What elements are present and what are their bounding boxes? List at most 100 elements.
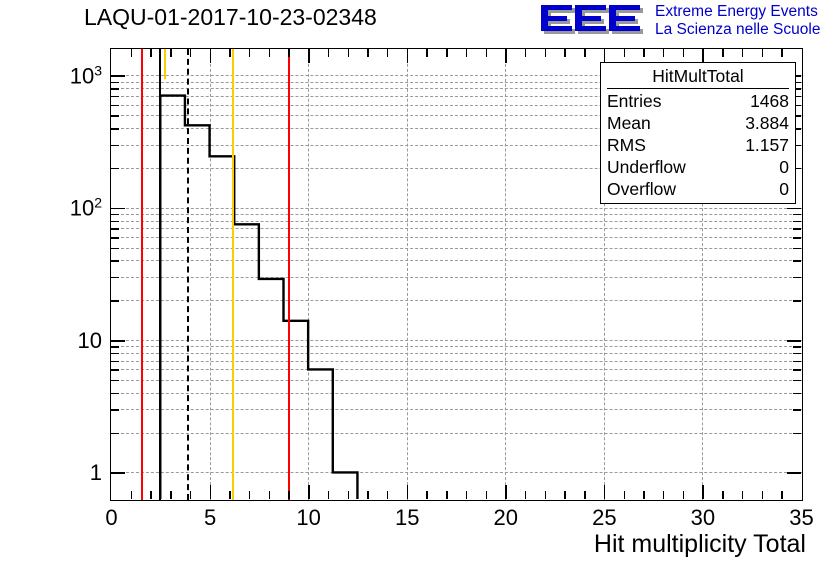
grid-line-horizontal bbox=[111, 220, 802, 222]
stats-value: 0 bbox=[779, 157, 789, 177]
stats-key: Mean bbox=[607, 113, 651, 133]
y-tick-right-30 bbox=[793, 276, 801, 279]
x-tick-top-23 bbox=[564, 49, 566, 57]
grid-line-horizontal bbox=[111, 392, 802, 394]
y-tick-10 bbox=[111, 340, 125, 342]
x-axis-title: Hit multiplicity Total bbox=[593, 530, 806, 558]
x-tick-31 bbox=[722, 491, 724, 499]
y-tick-right-90 bbox=[793, 213, 801, 216]
y-tick-9 bbox=[111, 346, 119, 348]
grid-line-horizontal bbox=[111, 247, 802, 249]
grid-line-vertical bbox=[505, 49, 507, 500]
x-tick-top-21 bbox=[525, 49, 527, 57]
x-tick-29 bbox=[682, 491, 685, 499]
y-tick-right-3 bbox=[793, 409, 801, 411]
stats-row: Mean 3.884 bbox=[607, 112, 789, 134]
marker-line-red-left bbox=[140, 49, 143, 500]
x-tick-top-4 bbox=[189, 49, 192, 57]
grid-line-vertical bbox=[406, 49, 408, 500]
y-tick-50 bbox=[111, 247, 119, 250]
stats-key: Entries bbox=[607, 91, 662, 111]
x-tick-6 bbox=[229, 491, 231, 499]
grid-line-vertical bbox=[308, 49, 310, 500]
x-tick-top-25 bbox=[603, 49, 606, 63]
stats-value: 1468 bbox=[750, 91, 789, 111]
x-tick-top-26 bbox=[623, 49, 625, 57]
y-tick-6 bbox=[111, 369, 119, 371]
x-tick-13 bbox=[367, 491, 369, 499]
stats-value: 3.884 bbox=[745, 113, 789, 133]
page-title: LAQU-01-2017-10-23-02348 bbox=[84, 4, 377, 30]
x-tick-top-11 bbox=[327, 49, 330, 57]
x-tick-23 bbox=[564, 491, 566, 499]
x-tick-top-13 bbox=[367, 49, 369, 57]
y-tick-7 bbox=[111, 360, 119, 362]
y-tick-right-2 bbox=[793, 432, 801, 434]
y-tick-8 bbox=[111, 352, 119, 355]
marker-line-yellow-right bbox=[231, 49, 234, 500]
y-tick-900 bbox=[111, 81, 119, 83]
y-tick-right-80 bbox=[793, 220, 801, 222]
y-tick-label-10^3: 103 bbox=[69, 62, 102, 89]
x-tick-top-22 bbox=[544, 49, 547, 57]
y-tick-right-6 bbox=[793, 369, 801, 371]
x-tick-label-20: 20 bbox=[493, 505, 519, 530]
x-tick-top-32 bbox=[741, 49, 744, 57]
x-tick-34 bbox=[781, 491, 783, 499]
y-tick-500 bbox=[111, 115, 119, 117]
x-tick-top-7 bbox=[249, 49, 251, 57]
grid-line-horizontal bbox=[111, 300, 802, 302]
stats-row: Underflow 0 bbox=[607, 156, 789, 178]
y-tick-right-20 bbox=[793, 300, 801, 302]
stats-row: Entries 1468 bbox=[607, 90, 789, 112]
grid-line-horizontal bbox=[111, 276, 802, 278]
grid-line-horizontal bbox=[111, 213, 802, 215]
stats-rows: Entries 1468 Mean 3.884 RMS 1.157 Underflow 0 Ov… bbox=[607, 90, 789, 200]
x-tick-top-28 bbox=[663, 49, 665, 57]
y-tick-right-300 bbox=[793, 144, 801, 147]
grid-line-horizontal bbox=[111, 95, 802, 97]
y-tick-right-700 bbox=[793, 95, 801, 98]
x-tick-top-10 bbox=[308, 49, 310, 63]
marker-line-black-left bbox=[158, 49, 161, 500]
x-tick-24 bbox=[584, 491, 586, 499]
eee-logo-line2: La Scienza nelle Scuole bbox=[655, 21, 821, 38]
x-tick-top-2 bbox=[150, 49, 152, 57]
y-tick-90 bbox=[111, 213, 119, 216]
grid-line-vertical bbox=[702, 49, 704, 500]
eee-logo-text: Extreme Energy Events La Scienza nelle S… bbox=[655, 3, 820, 39]
stats-row: RMS 1.157 bbox=[607, 134, 789, 156]
grid-line-horizontal bbox=[111, 104, 802, 106]
y-tick-4 bbox=[111, 392, 119, 395]
y-tick-label-10^2: 102 bbox=[69, 194, 102, 221]
y-tick-80 bbox=[111, 220, 119, 222]
x-tick-top-12 bbox=[347, 49, 349, 57]
x-tick-19 bbox=[485, 491, 487, 499]
marker-line-red-right bbox=[288, 49, 291, 500]
y-tick-40 bbox=[111, 260, 119, 262]
grid-line-vertical bbox=[209, 49, 211, 500]
y-tick-right-5 bbox=[793, 379, 801, 382]
y-tick-right-8 bbox=[793, 352, 801, 355]
stats-value: 1.157 bbox=[745, 135, 789, 155]
x-tick-label-30: 30 bbox=[690, 505, 716, 530]
grid-line-horizontal bbox=[111, 88, 802, 90]
x-tick-top-34 bbox=[781, 49, 783, 57]
grid-line-horizontal bbox=[111, 228, 802, 230]
grid-line-horizontal bbox=[111, 472, 802, 474]
x-tick-5 bbox=[209, 485, 211, 499]
x-tick-26 bbox=[623, 491, 625, 499]
marker-line-yellow-left bbox=[163, 49, 166, 79]
x-tick-top-19 bbox=[485, 49, 487, 57]
eee-logo-mark bbox=[541, 5, 643, 34]
stats-key: Underflow bbox=[607, 157, 686, 177]
y-tick-1 bbox=[111, 472, 125, 474]
x-tick-27 bbox=[643, 491, 645, 499]
x-tick-label-10: 10 bbox=[296, 505, 321, 530]
x-tick-14 bbox=[387, 491, 389, 499]
grid-line-horizontal bbox=[111, 207, 802, 209]
grid-line-horizontal bbox=[111, 352, 802, 354]
y-tick-100 bbox=[111, 207, 125, 210]
grid-line-vertical bbox=[603, 49, 605, 500]
x-tick-25 bbox=[603, 485, 606, 499]
